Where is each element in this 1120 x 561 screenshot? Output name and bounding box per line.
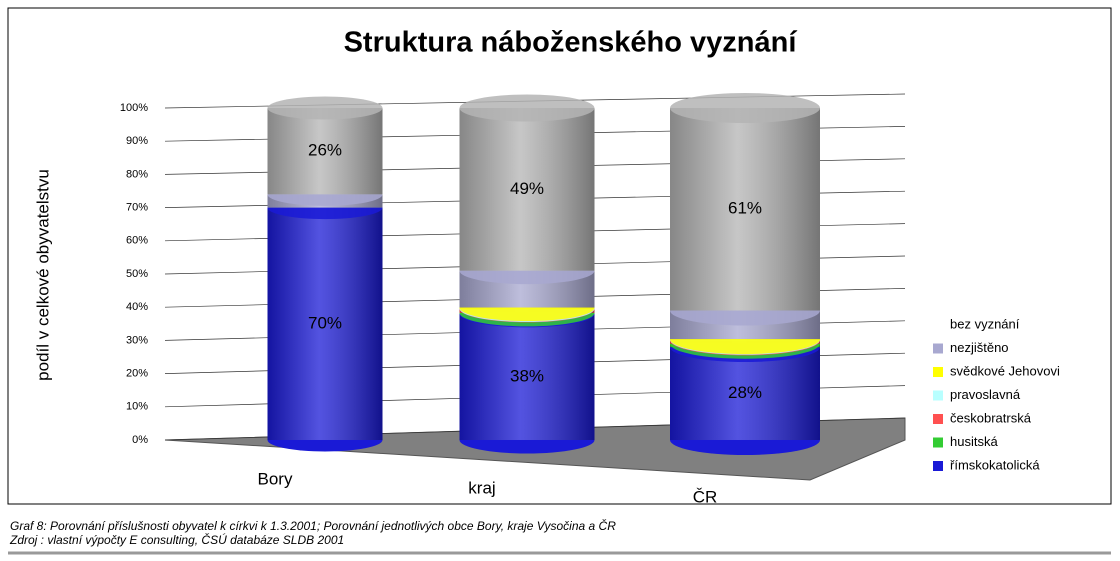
y-tick-label: 0% xyxy=(132,434,148,446)
segment-shade xyxy=(267,108,383,195)
x-tick-label: Bory xyxy=(258,469,293,488)
data-label: 49% xyxy=(510,179,544,198)
data-label: 28% xyxy=(728,383,762,402)
data-label: 61% xyxy=(728,199,762,218)
segment-top xyxy=(459,94,595,122)
legend-swatch xyxy=(933,367,943,377)
legend-label: svědkové Jehovovi xyxy=(950,363,1060,378)
y-tick-label: 40% xyxy=(126,301,148,313)
data-label: 26% xyxy=(308,141,342,160)
legend-swatch xyxy=(933,390,943,401)
legend-swatch xyxy=(933,343,943,354)
y-axis-label: podíl v celkové obyvatelstvu xyxy=(33,169,52,381)
segment-shade xyxy=(459,313,595,440)
legend-swatch xyxy=(933,461,943,471)
segment-shade xyxy=(670,347,820,440)
y-tick-label: 90% xyxy=(126,135,148,147)
legend-swatch xyxy=(933,414,943,424)
y-tick-label: 20% xyxy=(126,368,148,380)
y-tick-label: 70% xyxy=(126,202,148,214)
y-tick-label: 60% xyxy=(126,235,148,247)
segment-shade xyxy=(459,108,595,271)
legend-label: bez vyznání xyxy=(950,316,1020,331)
legend-swatch xyxy=(933,437,943,448)
segment-shade xyxy=(670,108,820,311)
x-tick-label: ČR xyxy=(693,487,718,506)
legend-label: husitská xyxy=(950,434,998,449)
y-tick-label: 100% xyxy=(120,102,148,114)
caption: Graf 8: Porovnání příslušnosti obyvatel … xyxy=(10,518,616,533)
data-label: 70% xyxy=(308,313,342,332)
segment-shade xyxy=(267,207,383,440)
legend-label: římskokatolická xyxy=(950,457,1040,472)
y-tick-label: 80% xyxy=(126,168,148,180)
chart-title: Struktura náboženského vyznání xyxy=(344,27,798,59)
caption: Zdroj : vlastní výpočty E consulting, ČS… xyxy=(9,532,344,547)
x-tick-label: kraj xyxy=(468,478,495,497)
y-tick-label: 50% xyxy=(126,268,148,280)
y-tick-label: 10% xyxy=(126,401,148,413)
y-tick-label: 30% xyxy=(126,334,148,346)
data-label: 38% xyxy=(510,366,544,385)
legend-label: českobratrská xyxy=(950,410,1032,425)
segment-top xyxy=(670,93,820,123)
legend-label: pravoslavná xyxy=(950,387,1021,402)
legend-label: nezjištěno xyxy=(950,340,1009,355)
segment-top xyxy=(267,96,383,120)
